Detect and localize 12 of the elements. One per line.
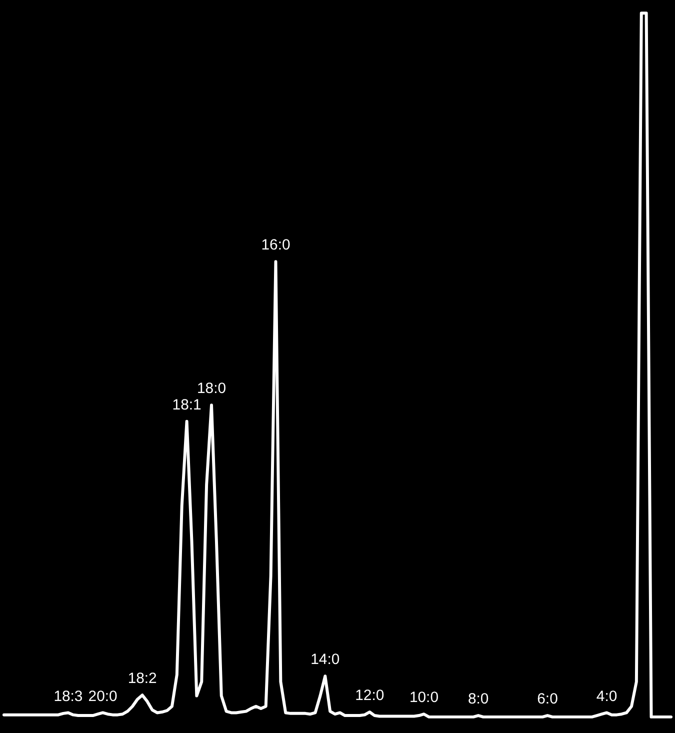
x-tick-label: 6:0 [537, 692, 558, 708]
x-tick-label: 18:0 [196, 381, 226, 398]
x-tick-label: 12:0 [355, 688, 384, 704]
x-tick-label: 4:0 [596, 688, 618, 705]
x-tick-label: 18:3 [54, 688, 83, 705]
x-tick-label: 16:0 [261, 238, 290, 254]
x-tick-label: 20:0 [88, 688, 118, 705]
x-tick-label: 18:2 [128, 671, 157, 688]
x-tick-label: 10:0 [409, 690, 438, 706]
x-tick-label: 14:0 [310, 652, 340, 668]
x-tick-label: 8:0 [468, 692, 489, 708]
x-tick-label: 18:1 [172, 397, 202, 414]
